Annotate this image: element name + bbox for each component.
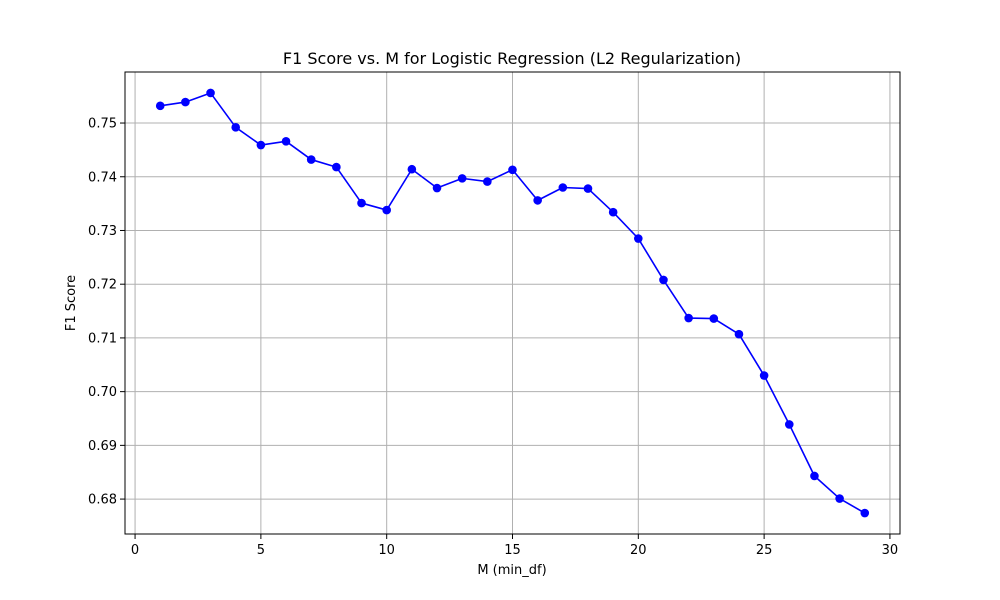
data-series — [155, 88, 870, 518]
x-axis-label: M (min_df) — [477, 563, 546, 578]
data-point — [634, 234, 643, 243]
data-point — [860, 508, 870, 518]
data-point — [558, 183, 568, 192]
x-tick-label: 15 — [504, 543, 521, 558]
data-point — [810, 471, 819, 481]
data-point — [206, 88, 215, 98]
data-point — [533, 196, 542, 205]
data-point — [684, 313, 693, 323]
x-tick-label: 25 — [756, 543, 773, 558]
x-tick-label: 20 — [630, 543, 647, 558]
data-point — [256, 140, 266, 150]
y-tick-label: 0.68 — [88, 493, 117, 508]
x-tick-label: 10 — [378, 543, 395, 558]
data-point — [181, 97, 190, 107]
y-tick-label: 0.70 — [88, 385, 117, 400]
data-point — [608, 207, 618, 217]
data-point — [382, 205, 391, 215]
data-point — [734, 329, 744, 339]
grid — [125, 72, 900, 534]
y-tick-label: 0.69 — [88, 439, 117, 454]
data-point — [357, 198, 366, 208]
data-point — [784, 420, 794, 429]
ticks: 0 5 10 15 20 25 30 0.68 0.69 0.70 0.71 0.72 0.73 0.74… — [88, 117, 898, 558]
data-point — [508, 165, 517, 175]
y-axis-label: F1 Score — [64, 275, 79, 331]
data-point — [659, 275, 668, 285]
y-tick-label: 0.71 — [88, 331, 117, 346]
y-tick-label: 0.74 — [88, 170, 117, 185]
data-point — [583, 184, 593, 193]
y-tick-label: 0.75 — [88, 117, 117, 132]
data-point — [155, 101, 165, 111]
data-point — [281, 137, 291, 146]
chart-title: F1 Score vs. M for Logistic Regression (… — [283, 49, 741, 68]
x-tick-label: 30 — [882, 543, 899, 558]
y-tick-label: 0.72 — [88, 278, 117, 293]
data-point — [759, 371, 769, 380]
data-point — [231, 123, 241, 132]
data-point — [457, 174, 467, 183]
data-point — [332, 162, 341, 172]
data-point — [306, 155, 316, 164]
y-tick-label: 0.73 — [88, 224, 117, 239]
x-tick-label: 0 — [131, 543, 139, 558]
data-point — [407, 164, 417, 174]
data-point — [432, 183, 442, 193]
data-point — [835, 494, 844, 503]
data-point — [709, 314, 719, 323]
data-point — [483, 177, 492, 186]
x-tick-label: 5 — [257, 543, 265, 558]
